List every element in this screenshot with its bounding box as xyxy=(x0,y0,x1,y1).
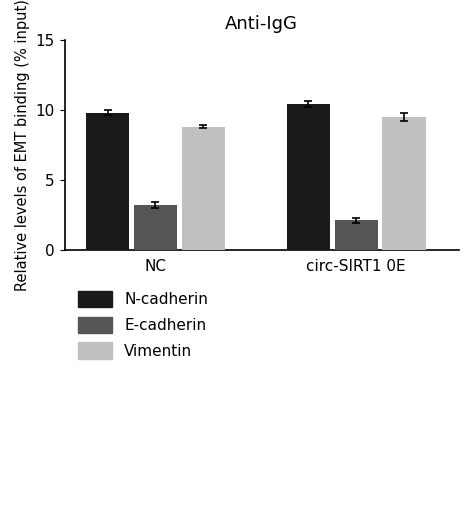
Bar xyxy=(383,117,426,250)
Bar xyxy=(134,205,177,250)
Bar xyxy=(182,127,225,250)
Legend: N-cadherin, E-cadherin, Vimentin: N-cadherin, E-cadherin, Vimentin xyxy=(72,284,214,365)
Y-axis label: Relative levels of EMT binding (% input): Relative levels of EMT binding (% input) xyxy=(15,0,30,291)
Bar xyxy=(287,104,330,250)
Bar xyxy=(86,113,129,250)
Bar xyxy=(335,221,378,250)
Title: Anti-IgG: Anti-IgG xyxy=(225,15,298,33)
